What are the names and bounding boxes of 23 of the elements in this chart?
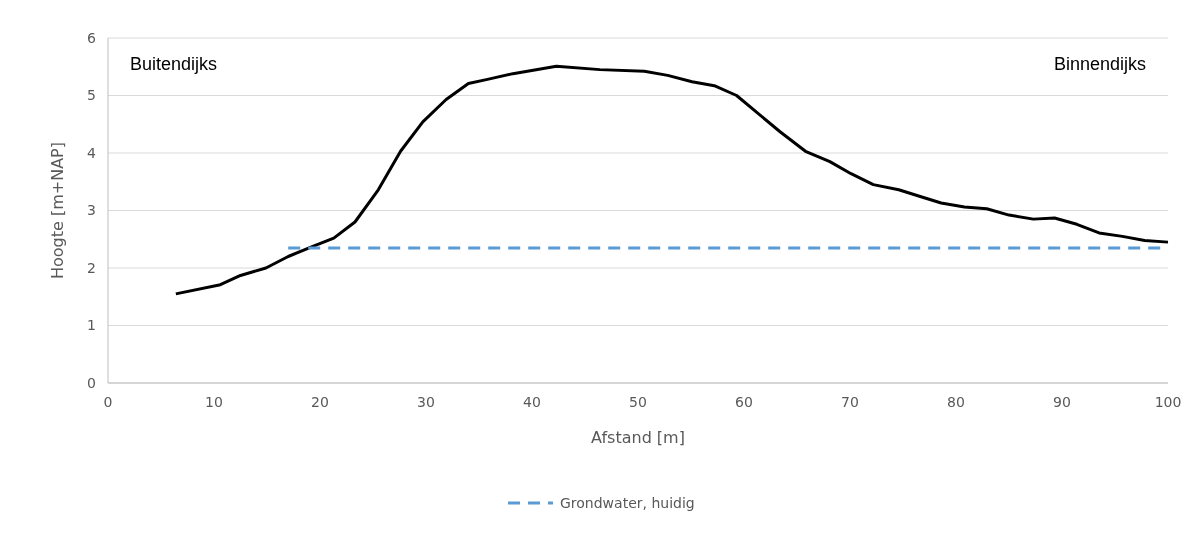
y-axis-title: Hoogte [m+NAP] [48,141,67,280]
x-tick-label: 10 [205,394,223,410]
x-tick-label: 80 [947,394,965,410]
x-tick-label: 70 [841,394,859,410]
y-tick-label: 3 [87,202,96,219]
x-tick-label: 20 [311,394,329,410]
y-tick-label: 4 [87,144,97,161]
annotation: Binnendijks [1053,54,1146,74]
x-tick-label: 0 [103,394,113,410]
annotation: Buitendijks [130,54,218,74]
x-tick-label: 90 [1053,394,1071,410]
y-tick-label: 2 [87,259,96,276]
x-tick-label: 30 [417,394,435,410]
y-tick-label: 6 [87,29,97,46]
x-tick-label: 60 [735,394,753,410]
x-tick-label: 100 [1154,394,1182,410]
x-axis-title: Afstand [m] [591,428,685,447]
y-tick-label: 5 [87,87,96,104]
x-tick-label: 40 [523,394,541,410]
x-tick-label: 50 [629,394,647,410]
y-tick-label: 1 [87,317,96,334]
legend-label: Grondwater, huidig [560,494,695,511]
y-tick-label: 0 [87,374,96,391]
